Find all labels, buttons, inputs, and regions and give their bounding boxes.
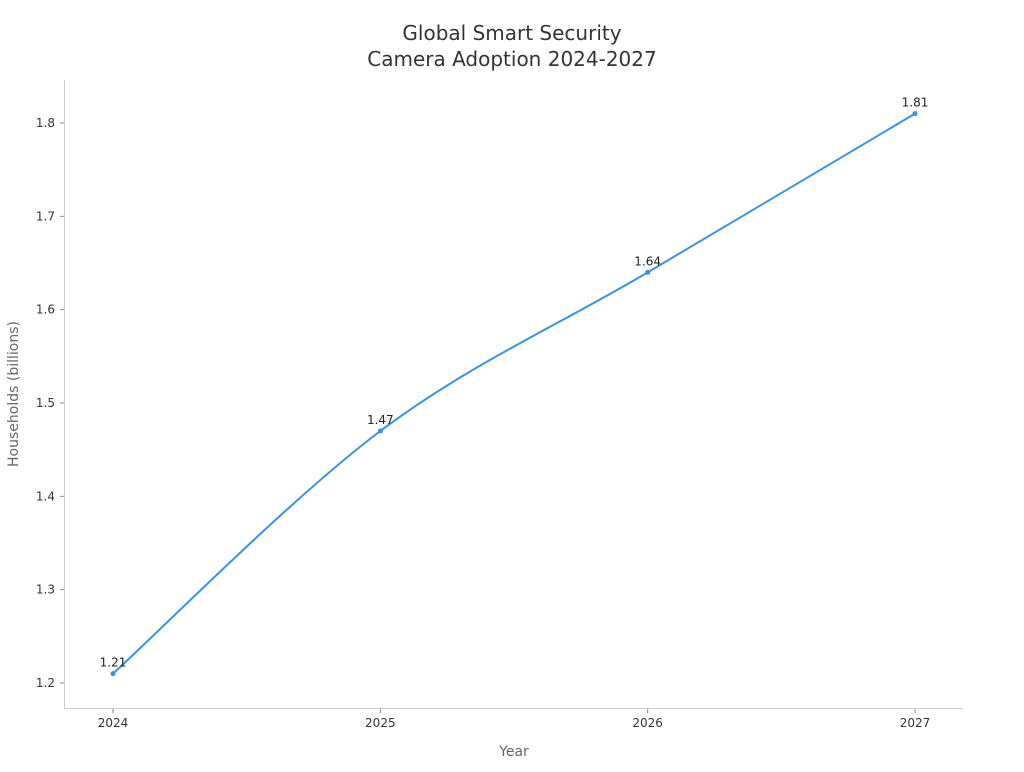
y-tick-label: 1.8 <box>36 116 55 130</box>
chart-title-line-1: Global Smart Security <box>402 21 621 45</box>
data-point <box>110 671 116 677</box>
data-label: 1.21 <box>100 656 127 670</box>
y-tick-label: 1.6 <box>36 303 55 317</box>
y-tick-label: 1.5 <box>36 396 55 410</box>
chart-title-line-2: Camera Adoption 2024-2027 <box>367 47 656 71</box>
data-label: 1.81 <box>902 96 929 110</box>
data-point <box>645 269 651 275</box>
x-tick-label: 2025 <box>365 716 396 730</box>
y-tick-label: 1.4 <box>36 489 55 503</box>
data-label: 1.47 <box>367 413 394 427</box>
x-tick-label: 2024 <box>98 716 129 730</box>
y-tick-label: 1.2 <box>36 676 55 690</box>
x-axis-label: Year <box>498 744 529 760</box>
y-tick-label: 1.3 <box>36 583 55 597</box>
data-label: 1.64 <box>634 254 661 268</box>
y-axis-label: Households (billions) <box>6 321 22 467</box>
x-tick-label: 2027 <box>900 716 931 730</box>
y-tick-label: 1.7 <box>36 209 55 223</box>
series-line <box>112 112 916 675</box>
data-point <box>377 428 383 434</box>
x-tick-label: 2026 <box>632 716 663 730</box>
data-point <box>912 111 918 117</box>
